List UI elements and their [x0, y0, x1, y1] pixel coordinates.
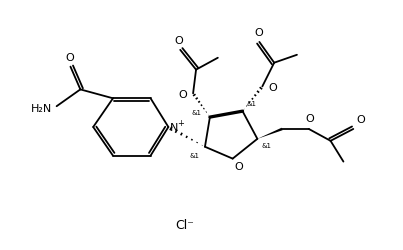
- Text: Cl⁻: Cl⁻: [176, 218, 195, 232]
- Text: +: +: [177, 118, 184, 127]
- Text: O: O: [254, 28, 263, 38]
- Text: O: O: [175, 36, 184, 46]
- Text: &1: &1: [247, 101, 256, 107]
- Text: O: O: [65, 52, 74, 62]
- Text: O: O: [268, 83, 277, 93]
- Text: &1: &1: [261, 142, 271, 148]
- Text: &1: &1: [192, 110, 202, 116]
- Polygon shape: [258, 128, 283, 139]
- Text: N: N: [170, 122, 179, 132]
- Text: O: O: [305, 114, 314, 124]
- Text: O: O: [235, 161, 243, 171]
- Text: H₂N: H₂N: [31, 104, 52, 114]
- Text: O: O: [356, 114, 365, 124]
- Text: &1: &1: [189, 152, 199, 158]
- Text: O: O: [179, 90, 187, 100]
